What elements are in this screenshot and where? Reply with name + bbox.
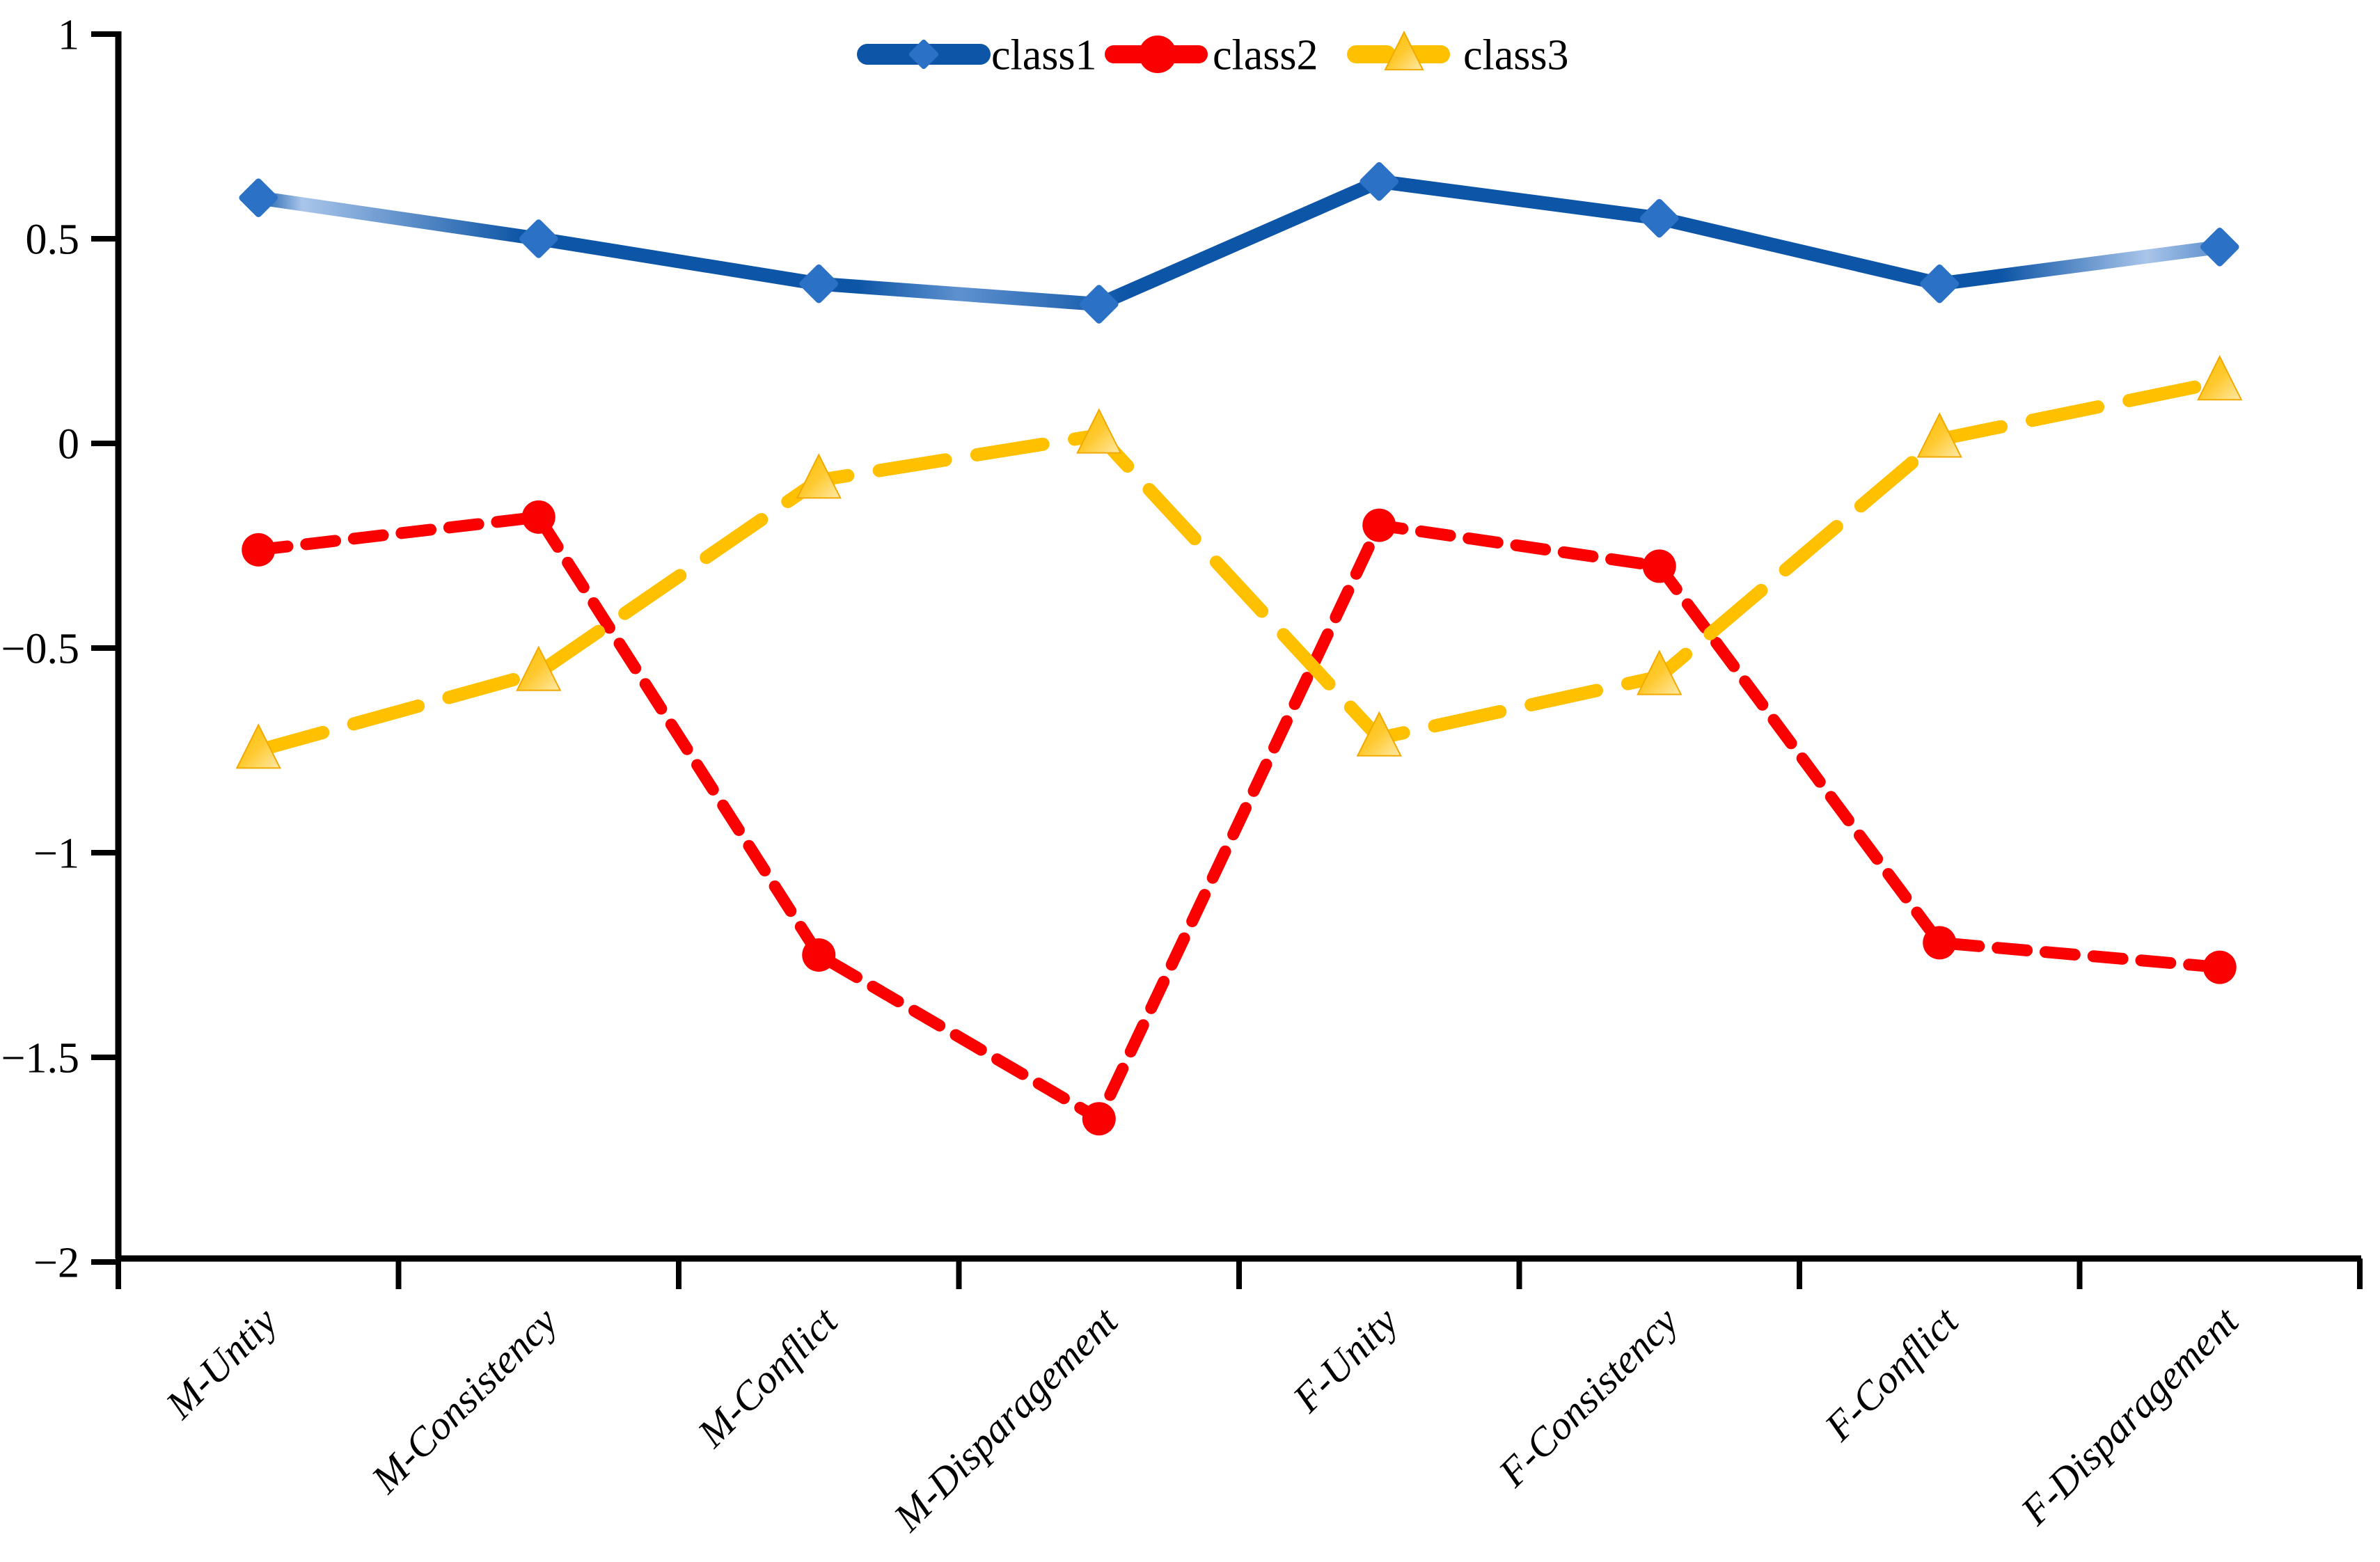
series-class3-line <box>251 375 2227 757</box>
legend-label-class3: class3 <box>1463 32 1569 79</box>
x-tick-group <box>116 1259 2363 1289</box>
series-class2 <box>242 500 2237 1136</box>
x-category-label: F-Unity <box>1284 1298 1407 1421</box>
marker-class1-4 <box>1360 161 1399 201</box>
legend-triangle-icon <box>1384 30 1424 71</box>
legend-item-class1: class1 <box>857 32 1097 79</box>
y-tick-label: −2 <box>33 1240 79 1287</box>
axes <box>115 31 2361 1262</box>
legend-circle-icon <box>1139 36 1176 73</box>
y-tick-label: −1 <box>33 830 79 878</box>
y-tick-group: 1 0.5 0 −0.5 −1 −1.5 −2 <box>1 12 118 1287</box>
marker-class3-0 <box>235 723 281 769</box>
y-tick-label: 0.5 <box>26 216 80 264</box>
series-class1-line <box>251 174 2227 312</box>
marker-class3-1 <box>516 645 562 691</box>
marker-class1-7 <box>2200 227 2239 267</box>
x-category-label: F-Disparagement <box>2012 1297 2248 1534</box>
marker-class2-0 <box>242 532 276 567</box>
marker-class1-2 <box>799 264 839 303</box>
x-category-label: F-Consistency <box>1489 1298 1687 1496</box>
marker-class2-1 <box>521 500 555 534</box>
legend-item-class3: class3 <box>1347 30 1569 79</box>
marker-class2-7 <box>2202 950 2237 984</box>
legend-item-class2: class2 <box>1105 32 1318 79</box>
y-tick-label: −0.5 <box>1 626 79 673</box>
marker-class1-3 <box>1079 285 1119 324</box>
marker-class1-0 <box>239 178 278 217</box>
marker-class3-7 <box>2197 354 2243 401</box>
marker-class2-3 <box>1082 1102 1116 1136</box>
x-category-label: F-Conflict <box>1815 1297 1968 1450</box>
marker-class3-4 <box>1356 711 1402 757</box>
legend-label-class2: class2 <box>1213 32 1318 79</box>
x-category-label: M-Consistency <box>362 1298 566 1502</box>
marker-class2-6 <box>1923 926 1957 960</box>
x-label-group: M-Untiy M-Consistency M-Conflict M-Disparag… <box>157 1297 2248 1540</box>
marker-class2-2 <box>802 938 836 972</box>
series-class3 <box>235 354 2243 769</box>
marker-class3-6 <box>1916 412 1962 458</box>
y-tick-label: −1.5 <box>1 1035 79 1082</box>
legend: class1 class2 class3 <box>857 30 1569 79</box>
marker-class3-5 <box>1637 649 1682 695</box>
marker-class1-1 <box>519 219 558 258</box>
series-class2-line <box>252 511 2226 1125</box>
x-category-label: M-Conflict <box>688 1297 847 1456</box>
series-class1 <box>239 161 2239 324</box>
legend-diamond-icon <box>908 39 939 70</box>
y-tick-label: 0 <box>58 421 79 468</box>
marker-class3-3 <box>1076 408 1122 454</box>
marker-class2-5 <box>1642 549 1676 583</box>
marker-class3-2 <box>796 453 842 499</box>
marker-class1-6 <box>1920 264 1960 303</box>
marker-class1-5 <box>1639 198 1679 238</box>
x-category-label: M-Untiy <box>157 1298 286 1428</box>
legend-label-class1: class1 <box>991 32 1097 79</box>
marker-class2-4 <box>1362 508 1396 542</box>
y-tick-label: 1 <box>58 12 79 59</box>
x-category-label: M-Disparagement <box>885 1297 1128 1540</box>
